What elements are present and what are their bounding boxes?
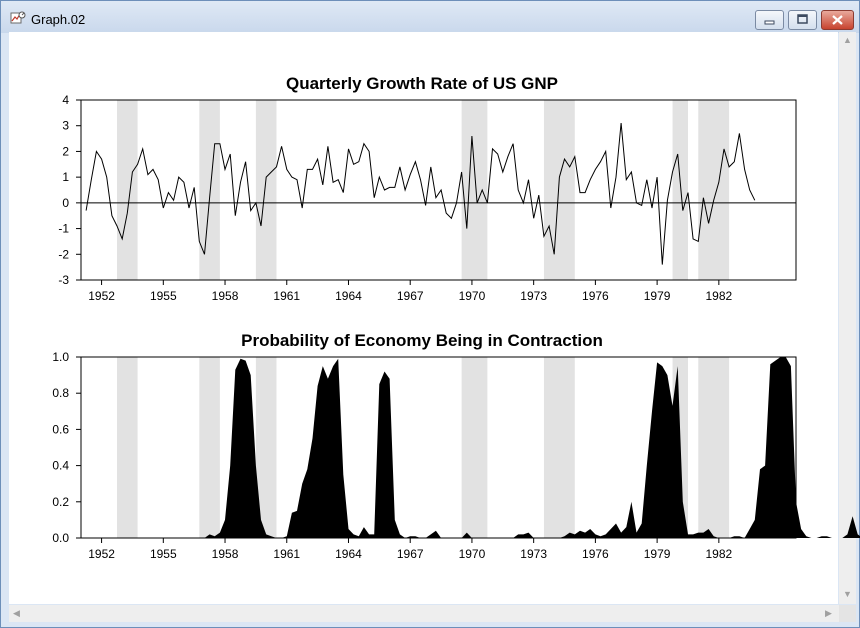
prob-x-tick-label: 1961 [273,547,300,561]
gnp-recession-band [672,100,688,280]
gnp-x-tick-label: 1958 [212,289,239,303]
prob-x-tick-label: 1970 [459,547,486,561]
prob-x-tick-label: 1967 [397,547,424,561]
gnp-x-tick-label: 1964 [335,289,362,303]
prob-recession-band [255,357,277,538]
prob-y-tick-label: 0.6 [52,422,69,436]
prob-chart-title: Probability of Economy Being in Contract… [241,331,603,350]
prob-area-series [86,357,860,538]
horizontal-scrollbar[interactable]: ◀ ▶ [9,605,839,622]
prob-plot-frame [80,356,797,539]
gnp-recession-band [698,100,730,280]
gnp-x-tick-label: 1961 [273,289,300,303]
close-button[interactable] [821,10,854,30]
gnp-y-tick-label: 3 [62,119,69,133]
prob-x-tick-label: 1976 [582,547,609,561]
gnp-x-tick-label: 1982 [705,289,732,303]
prob-x-tick-label: 1982 [705,547,732,561]
window-title: Graph.02 [31,12,86,27]
gnp-x-tick-label: 1973 [520,289,547,303]
close-icon [832,15,843,25]
prob-x-tick-label: 1964 [335,547,362,561]
title-bar[interactable]: Graph.02 [1,1,859,33]
vertical-scrollbar[interactable]: ▲ ▼ [839,32,856,604]
gnp-x-tick-label: 1979 [644,289,671,303]
gnp-recession-band [199,100,220,280]
prob-recession-band [543,357,575,538]
gnp-y-tick-label: 2 [62,144,69,158]
prob-recession-band [199,357,220,538]
minimize-icon [764,20,775,25]
gnp-y-tick-label: 1 [62,170,69,184]
prob-y-tick-label: 1.0 [52,350,69,364]
gnp-recession-band [461,100,488,280]
gnp-y-tick-label: -3 [58,273,69,287]
prob-y-tick-label: 0.8 [52,386,69,400]
prob-x-tick-label: 1958 [212,547,239,561]
prob-recession-band [117,357,138,538]
prob-x-tick-label: 1952 [88,547,115,561]
gnp-recession-band [117,100,138,280]
prob-y-tick-label: 0.0 [52,531,69,545]
gnp-y-tick-label: -1 [58,222,69,236]
minimize-button[interactable] [755,10,784,30]
scroll-right-icon[interactable]: ▶ [825,608,832,618]
gnp-x-tick-label: 1967 [397,289,424,303]
maximize-icon [797,14,808,24]
scroll-left-icon[interactable]: ◀ [13,608,20,618]
scroll-up-icon[interactable]: ▲ [843,35,852,45]
scrollbar-corner [839,605,856,622]
prob-y-tick-label: 0.2 [52,495,69,509]
gnp-y-tick-label: -2 [58,247,69,261]
gnp-x-tick-label: 1976 [582,289,609,303]
prob-y-tick-label: 0.4 [52,459,69,473]
gnp-chart-title: Quarterly Growth Rate of US GNP [286,74,558,93]
gnp-y-tick-label: 0 [62,196,69,210]
gnp-x-tick-label: 1970 [459,289,486,303]
prob-x-tick-label: 1973 [520,547,547,561]
prob-recession-band [698,357,730,538]
prob-x-tick-label: 1979 [644,547,671,561]
gnp-y-tick-label: 4 [62,93,69,107]
prob-x-tick-label: 1955 [150,547,177,561]
gnp-plot-frame [80,99,797,281]
prob-recession-band [461,357,488,538]
gnp-line-series [85,123,756,265]
gnp-recession-band [255,100,277,280]
gnp-x-tick-label: 1952 [88,289,115,303]
maximize-button[interactable] [788,10,817,30]
scroll-down-icon[interactable]: ▼ [843,589,852,599]
gnp-recession-band [543,100,575,280]
gnp-x-tick-label: 1955 [150,289,177,303]
graph-icon [10,11,26,24]
